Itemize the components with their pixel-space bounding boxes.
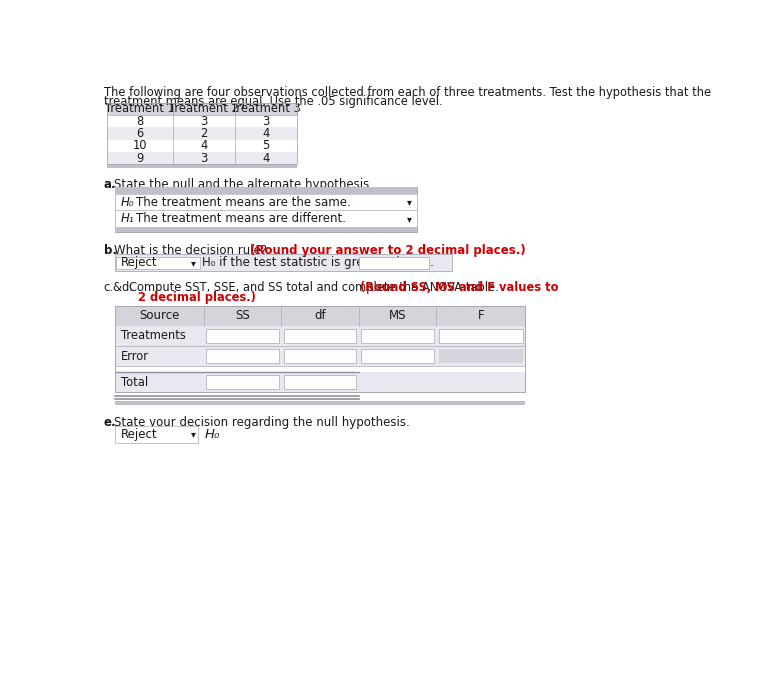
- Text: F: F: [477, 310, 484, 322]
- Bar: [361, 349, 434, 363]
- Bar: [115, 254, 451, 271]
- Bar: [115, 326, 526, 346]
- Text: What is the decision rule?: What is the decision rule?: [114, 244, 271, 258]
- Bar: [284, 375, 356, 389]
- Text: Reject: Reject: [121, 256, 158, 269]
- Bar: [107, 164, 297, 168]
- Text: Treatments: Treatments: [121, 329, 186, 343]
- Text: c.&d.: c.&d.: [104, 281, 134, 293]
- Text: State your decision regarding the null hypothesis.: State your decision regarding the null h…: [114, 416, 410, 429]
- Text: 6: 6: [136, 127, 144, 140]
- Text: ▾: ▾: [407, 197, 412, 207]
- Text: ▾: ▾: [191, 258, 196, 268]
- Text: 3: 3: [200, 115, 208, 128]
- Text: Treatment 3: Treatment 3: [231, 102, 301, 116]
- Text: Error: Error: [121, 349, 149, 362]
- Bar: [115, 402, 526, 406]
- Text: Reject: Reject: [121, 428, 158, 441]
- Text: (Round SS, MS and F values to: (Round SS, MS and F values to: [359, 281, 558, 293]
- Text: 8: 8: [136, 115, 144, 128]
- Text: Total: Total: [121, 376, 148, 389]
- Text: 4: 4: [200, 139, 208, 152]
- Text: 4: 4: [262, 127, 269, 140]
- Bar: [115, 372, 526, 392]
- Text: df: df: [314, 310, 326, 322]
- Bar: [115, 210, 417, 227]
- Text: 2: 2: [200, 127, 208, 140]
- Bar: [116, 257, 200, 269]
- Text: H₀: H₀: [121, 195, 134, 208]
- Text: ▾: ▾: [191, 429, 196, 439]
- Text: 3: 3: [200, 151, 208, 165]
- Text: a.: a.: [104, 178, 116, 191]
- Text: State the null and the alternate hypothesis.: State the null and the alternate hypothe…: [114, 178, 373, 191]
- Bar: [107, 140, 297, 152]
- Bar: [439, 329, 523, 343]
- Text: SS: SS: [235, 310, 250, 322]
- Bar: [115, 187, 417, 232]
- Bar: [206, 349, 279, 363]
- Text: 10: 10: [133, 139, 147, 152]
- Text: 4: 4: [262, 151, 269, 165]
- Text: H₁: H₁: [121, 212, 134, 226]
- Text: Source: Source: [139, 310, 180, 322]
- Bar: [115, 227, 417, 232]
- Bar: [284, 349, 356, 363]
- Text: ▾: ▾: [407, 214, 412, 224]
- Bar: [284, 329, 356, 343]
- Bar: [115, 346, 526, 366]
- Text: The treatment means are different.: The treatment means are different.: [137, 212, 347, 226]
- Text: MS: MS: [389, 310, 406, 322]
- Text: 2 decimal places.): 2 decimal places.): [138, 291, 256, 304]
- Text: 9: 9: [136, 151, 144, 165]
- Bar: [115, 193, 417, 210]
- Bar: [361, 329, 434, 343]
- Bar: [107, 127, 297, 140]
- Text: .: .: [430, 256, 434, 269]
- Bar: [358, 257, 429, 269]
- Bar: [115, 306, 526, 392]
- Text: The following are four observations collected from each of three treatments. Tes: The following are four observations coll…: [104, 86, 711, 99]
- Text: 5: 5: [262, 139, 269, 152]
- Text: Compute SST, SSE, and SS total and complete the ANOVA table.: Compute SST, SSE, and SS total and compl…: [129, 281, 502, 293]
- Bar: [107, 103, 297, 164]
- Bar: [115, 426, 198, 443]
- Bar: [107, 152, 297, 164]
- Bar: [115, 306, 526, 326]
- Text: Treatment 1: Treatment 1: [105, 102, 175, 116]
- Bar: [107, 115, 297, 127]
- Text: (Round your answer to 2 decimal places.): (Round your answer to 2 decimal places.): [250, 244, 526, 258]
- Bar: [206, 329, 279, 343]
- Text: 3: 3: [262, 115, 269, 128]
- Bar: [206, 375, 279, 389]
- Bar: [115, 187, 417, 193]
- Text: b.: b.: [104, 244, 117, 258]
- Text: Treatment 2: Treatment 2: [169, 102, 239, 116]
- Text: H₀ if the test statistic is greater than: H₀ if the test statistic is greater than: [202, 256, 419, 269]
- Text: treatment means are equal. Use the .05 significance level.: treatment means are equal. Use the .05 s…: [104, 95, 443, 108]
- Text: H₀: H₀: [205, 428, 220, 441]
- Text: The treatment means are the same.: The treatment means are the same.: [137, 195, 351, 208]
- Text: e.: e.: [104, 416, 116, 429]
- Bar: [439, 349, 523, 363]
- Bar: [107, 103, 297, 115]
